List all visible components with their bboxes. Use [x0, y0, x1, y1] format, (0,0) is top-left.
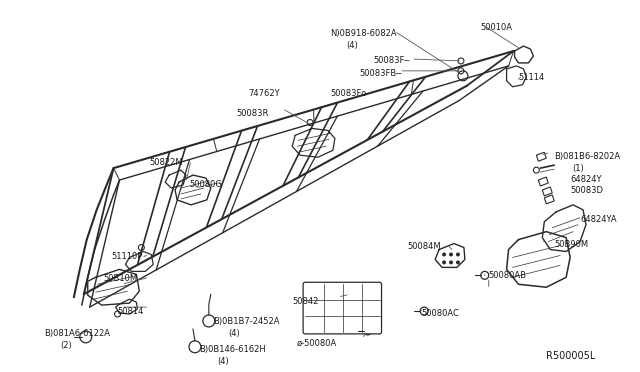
Text: 51110P: 51110P	[111, 251, 143, 260]
Text: 50080G: 50080G	[189, 180, 222, 189]
Text: B)0B146-6162H: B)0B146-6162H	[199, 345, 266, 354]
Text: N)0B918-6082A: N)0B918-6082A	[330, 29, 397, 38]
Circle shape	[442, 260, 446, 264]
Text: 50080AB: 50080AB	[489, 271, 527, 280]
Text: 50842: 50842	[292, 297, 319, 306]
Text: 50080AC: 50080AC	[421, 309, 459, 318]
Circle shape	[442, 253, 446, 256]
Text: 64824YA: 64824YA	[580, 215, 617, 224]
Circle shape	[449, 253, 453, 256]
Text: 50083D: 50083D	[570, 186, 603, 195]
Text: 50083Fo: 50083Fo	[330, 89, 366, 98]
Text: (4): (4)	[217, 357, 228, 366]
Text: 50084M: 50084M	[407, 241, 441, 251]
Text: 50822M: 50822M	[149, 158, 183, 167]
Text: ø-50080A: ø-50080A	[296, 339, 337, 348]
Text: (2): (2)	[60, 341, 72, 350]
Text: 50814: 50814	[118, 307, 144, 316]
Text: (4): (4)	[228, 329, 241, 338]
FancyBboxPatch shape	[303, 282, 381, 334]
Text: 50B90M: 50B90M	[554, 240, 588, 248]
Circle shape	[456, 260, 460, 264]
Text: B)081A6-6122A: B)081A6-6122A	[44, 329, 110, 338]
Text: (1): (1)	[572, 164, 584, 173]
Circle shape	[449, 260, 453, 264]
Circle shape	[456, 253, 460, 256]
Text: 50083FB─: 50083FB─	[360, 69, 402, 78]
Text: B)081B6-8202A: B)081B6-8202A	[554, 152, 620, 161]
Text: 64824Y: 64824Y	[570, 175, 602, 184]
Text: 50B10M: 50B10M	[104, 274, 138, 283]
Text: (4): (4)	[346, 41, 358, 50]
Text: 50010A: 50010A	[481, 23, 513, 32]
Text: 74762Y: 74762Y	[248, 89, 280, 98]
Text: R500005L: R500005L	[547, 351, 596, 361]
Text: 50083F─: 50083F─	[374, 56, 410, 65]
Text: 50083R: 50083R	[237, 109, 269, 118]
Text: B)0B1B7-2452A: B)0B1B7-2452A	[213, 317, 279, 326]
Text: 51114: 51114	[518, 73, 545, 82]
